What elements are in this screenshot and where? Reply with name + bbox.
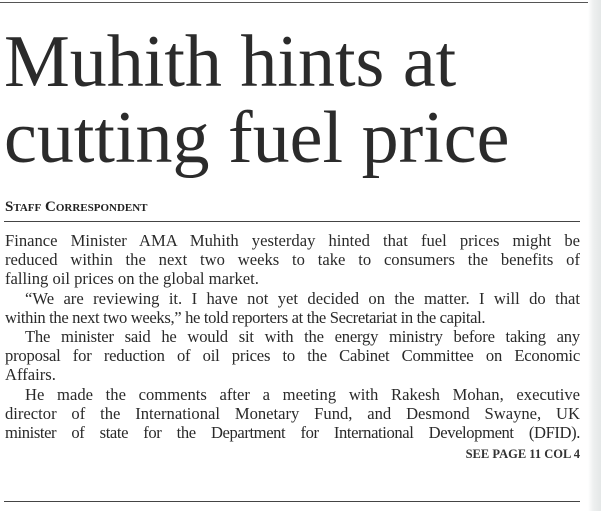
bottom-rule bbox=[4, 501, 580, 502]
byline-rule bbox=[4, 221, 580, 222]
body-line: “We are reviewing it. I have not yet dec… bbox=[25, 288, 580, 308]
adjacent-column-edge bbox=[588, 0, 601, 511]
headline-line: cutting fuel price bbox=[4, 97, 510, 179]
top-rule bbox=[0, 2, 601, 3]
headline: Muhith hints at cutting fuel price bbox=[4, 24, 584, 176]
body-line: director of the International Monetary F… bbox=[5, 403, 580, 423]
body-line: reduced within the next two weeks to tak… bbox=[5, 250, 580, 270]
body-line: He made the comments after a meeting wit… bbox=[25, 384, 580, 404]
headline-line: Muhith hints at bbox=[4, 21, 457, 103]
body-line: proposal for reduction of oil prices to … bbox=[5, 346, 580, 366]
body-line: within the next two weeks,” he told repo… bbox=[5, 307, 486, 327]
article-body: Finance Minister AMA Muhith yesterday hi… bbox=[5, 231, 580, 442]
continued-on-link[interactable]: SEE PAGE 11 COL 4 bbox=[465, 447, 580, 461]
body-line: Finance Minister AMA Muhith yesterday hi… bbox=[5, 231, 580, 250]
body-line: falling oil prices on the global market. bbox=[5, 269, 259, 289]
body-line: minister of state for the Department for… bbox=[5, 422, 580, 442]
body-line: The minister said he would sit with the … bbox=[25, 326, 580, 346]
byline: Staff Correspondent bbox=[5, 199, 148, 215]
body-line: Affairs. bbox=[5, 365, 56, 385]
